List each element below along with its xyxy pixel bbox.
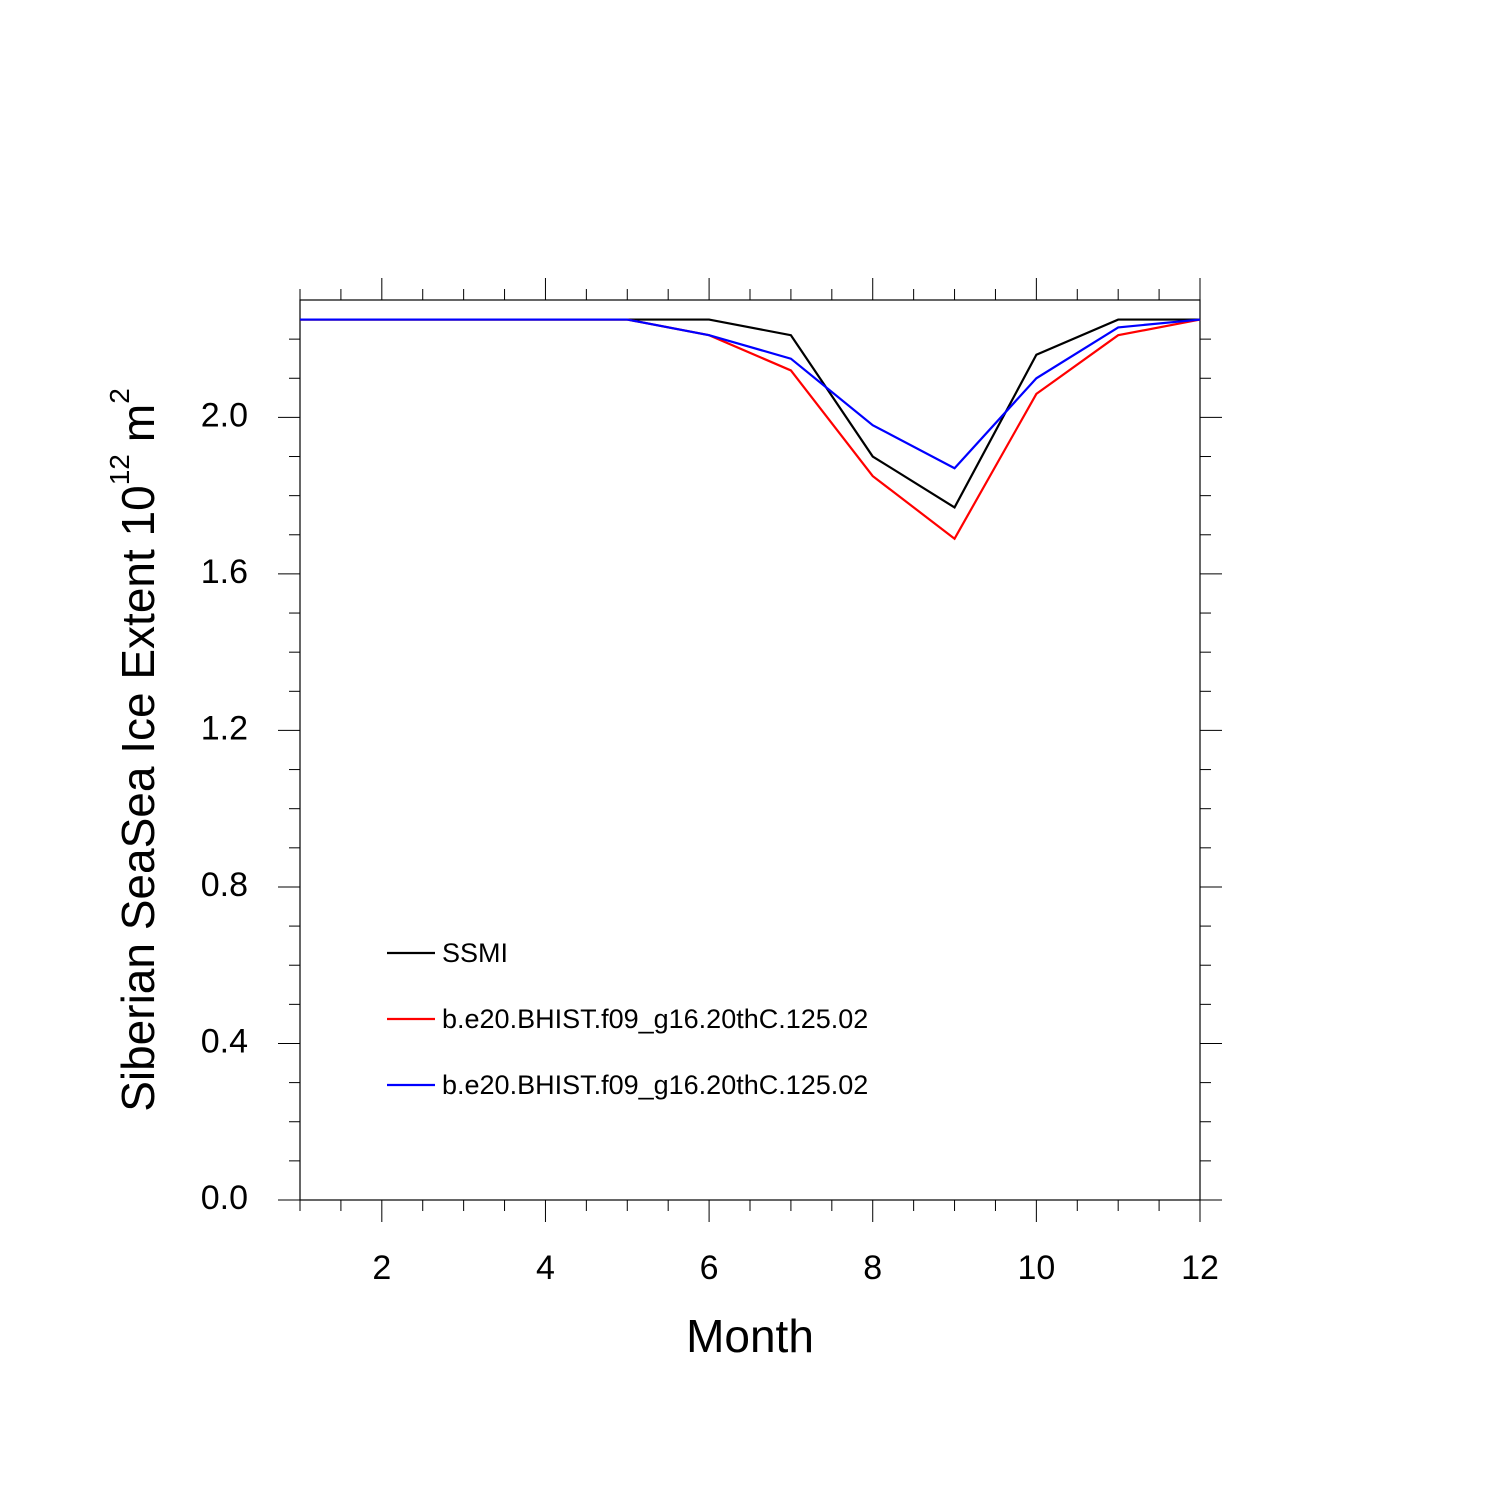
plot-frame	[299, 299, 1201, 1201]
y-axis-title: Siberian SeaSea Ice Extent 1012 m2	[104, 388, 164, 1112]
x-tick-label: 4	[536, 1249, 555, 1287]
y-axis-title-unit-exp: 2	[104, 388, 135, 404]
y-tick-label: 2.0	[201, 396, 248, 434]
y-tick-label: 0.4	[201, 1022, 248, 1060]
series-line	[300, 318, 1201, 541]
x-tick-label: 6	[700, 1249, 719, 1287]
y-axis-title-main: Siberian SeaSea Ice Extent 10	[112, 485, 164, 1112]
legend-label: SSMI	[442, 938, 508, 968]
y-axis-title-exp: 12	[104, 454, 135, 485]
legend-label: b.e20.BHIST.f09_g16.20thC.125.02	[442, 1070, 868, 1100]
series-line	[300, 318, 1201, 470]
y-tick-label: 0.0	[201, 1179, 248, 1217]
x-tick-label: 12	[1181, 1249, 1219, 1287]
x-tick-label: 8	[863, 1249, 882, 1287]
x-tick-label: 10	[1017, 1249, 1055, 1287]
y-tick-label: 1.2	[201, 709, 248, 747]
y-tick-label: 0.8	[201, 866, 248, 904]
x-tick-label: 2	[372, 1249, 391, 1287]
legend-label: b.e20.BHIST.f09_g16.20thC.125.02	[442, 1004, 868, 1034]
y-axis-title-unit: m	[112, 404, 164, 442]
y-tick-label: 1.6	[201, 553, 248, 591]
x-axis-title: Month	[686, 1310, 814, 1362]
